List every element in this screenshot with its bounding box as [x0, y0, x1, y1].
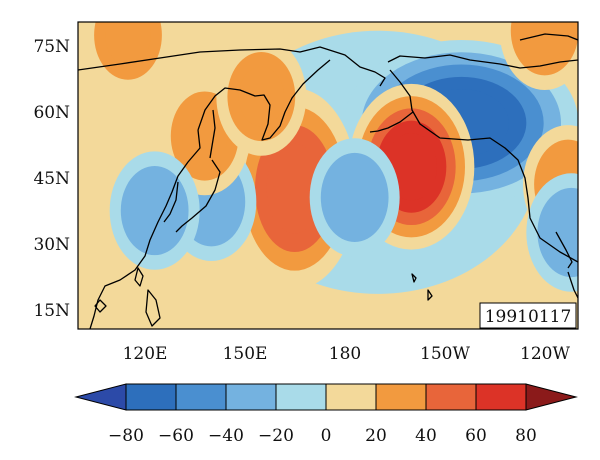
- coastline-asia: [89, 129, 201, 329]
- colorbar-extend-min: [74, 383, 127, 411]
- lat-label-45n: 45N: [33, 169, 70, 189]
- contour-level: [238, 66, 285, 127]
- coastline-alaska: [389, 69, 578, 263]
- negative-anomaly-center: [309, 138, 400, 257]
- coastline-luzon: [145, 289, 161, 327]
- colorbar-segment: [475, 383, 527, 411]
- colorbar-ticks: −80 −60 −40 −20 0 20 40 60 80: [108, 426, 537, 446]
- lon-label-150e: 150E: [223, 344, 268, 364]
- coastline-baja: [555, 231, 573, 269]
- coastline-canada-islands: [519, 33, 578, 41]
- coastline-sakhalin: [209, 109, 216, 159]
- colorbar-segment: [225, 383, 277, 411]
- negative-anomaly-center: [526, 173, 578, 292]
- contour-level: [385, 132, 438, 201]
- map-frame: [77, 21, 579, 330]
- colorbar-tick: 80: [515, 426, 537, 446]
- lon-label-120w: 120W: [520, 344, 570, 364]
- map-panel: [77, 21, 579, 330]
- coastline-hawaii: [411, 273, 433, 301]
- colorbar-tick: 60: [465, 426, 487, 446]
- contour-level: [131, 180, 178, 241]
- coastline-kamchatka: [197, 59, 331, 141]
- colorbar-tick: 40: [415, 426, 437, 446]
- coastlines: [78, 33, 578, 329]
- coastline-korea: [163, 181, 179, 223]
- coastline-hainan: [94, 299, 107, 313]
- colorbar-tick: −60: [158, 426, 194, 446]
- lat-label-60n: 60N: [33, 103, 70, 123]
- date-box: 19910117: [479, 302, 577, 329]
- colorbar-segment: [125, 383, 177, 411]
- contour-level: [181, 106, 228, 166]
- colorbar-tick: 20: [365, 426, 387, 446]
- date-label: 19910117: [485, 307, 572, 327]
- negative-anomaly-center: [109, 151, 200, 270]
- coastline-taiwan: [134, 267, 144, 287]
- contour-level: [266, 143, 323, 234]
- coastline-alaska-north: [387, 54, 578, 69]
- contour-level: [548, 202, 578, 263]
- colorbar-segment: [325, 383, 377, 411]
- lat-label-75n: 75N: [33, 37, 70, 57]
- colorbar-segment: [425, 383, 477, 411]
- lat-axis: 75N 60N 45N 30N 15N: [33, 37, 70, 321]
- contour-level: [105, 22, 151, 66]
- lon-label-180: 180: [329, 344, 361, 364]
- colorbar: −80 −60 −40 −20 0 20 40 60 80: [74, 383, 578, 446]
- contour-level: [521, 22, 568, 61]
- colorbar-segment: [175, 383, 227, 411]
- anomaly-field: [78, 22, 578, 329]
- colorbar-tick: −20: [258, 426, 294, 446]
- colorbar-tick: −40: [208, 426, 244, 446]
- colorbar-segment: [375, 383, 427, 411]
- colorbar-tick: 0: [321, 426, 332, 446]
- lon-axis: 120E 150E 180 150W 120W: [123, 344, 571, 364]
- coastline-japan: [175, 159, 221, 233]
- lat-label-30n: 30N: [33, 235, 70, 255]
- positive-anomaly-center: [216, 37, 307, 156]
- lat-label-15n: 15N: [33, 301, 70, 321]
- colorbar-segment: [275, 383, 327, 411]
- lon-label-150w: 150W: [420, 344, 470, 364]
- coastline-mexico: [567, 271, 578, 299]
- coastline-siberia: [78, 46, 386, 87]
- colorbar-segments: [74, 383, 578, 411]
- lon-label-120e: 120E: [123, 344, 168, 364]
- coastline-aleutians: [369, 111, 414, 133]
- colorbar-tick: −80: [108, 426, 144, 446]
- colorbar-extend-max: [525, 383, 578, 411]
- contour-level: [331, 167, 378, 228]
